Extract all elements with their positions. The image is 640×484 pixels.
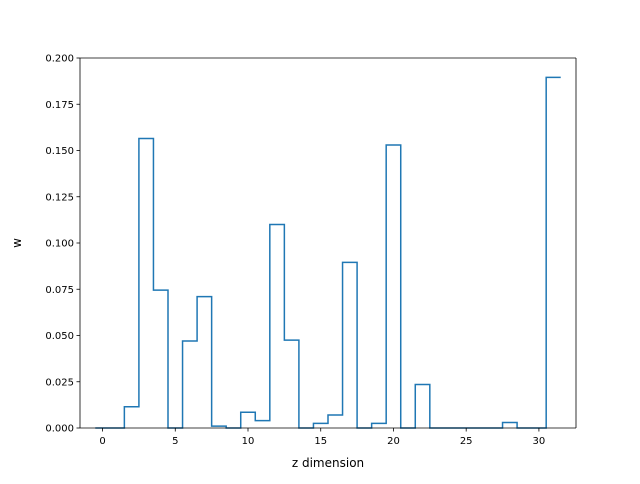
x-tick-label: 30 bbox=[533, 436, 546, 447]
x-tick-label: 20 bbox=[387, 436, 400, 447]
x-axis-label: z dimension bbox=[292, 456, 364, 470]
x-axis-ticks: 0 5 10 15 20 25 30 bbox=[99, 428, 545, 447]
y-axis-ticks: 0.000 0.025 0.050 0.075 0.100 0.125 0.150 0.175… bbox=[45, 54, 80, 435]
y-tick-label: 0.000 bbox=[45, 424, 74, 435]
x-tick-label: 25 bbox=[460, 436, 473, 447]
y-tick-label: 0.050 bbox=[45, 331, 74, 342]
plot-area bbox=[80, 58, 576, 428]
x-tick-label: 5 bbox=[172, 436, 178, 447]
y-tick-label: 0.200 bbox=[45, 54, 74, 65]
y-tick-label: 0.025 bbox=[45, 377, 74, 388]
x-tick-label: 10 bbox=[242, 436, 255, 447]
x-tick-label: 0 bbox=[99, 436, 105, 447]
y-tick-label: 0.125 bbox=[45, 192, 74, 203]
y-tick-label: 0.175 bbox=[45, 100, 74, 111]
x-tick-label: 15 bbox=[314, 436, 327, 447]
y-tick-label: 0.075 bbox=[45, 285, 74, 296]
y-tick-label: 0.150 bbox=[45, 146, 74, 157]
y-tick-label: 0.100 bbox=[45, 239, 74, 250]
y-axis-label: w bbox=[10, 238, 24, 248]
